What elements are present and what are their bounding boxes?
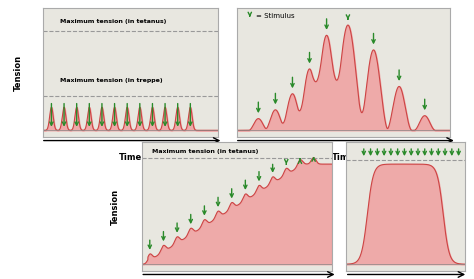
Text: Maximum tension (in tetanus): Maximum tension (in tetanus) (152, 149, 258, 154)
Text: Maximum tension (in tetanus): Maximum tension (in tetanus) (60, 19, 166, 24)
Text: Tension: Tension (14, 54, 23, 91)
Text: = Stimulus: = Stimulus (256, 13, 295, 19)
Text: Maximum tension (in treppe): Maximum tension (in treppe) (60, 78, 163, 83)
Text: Time: Time (332, 153, 356, 162)
Text: Tension: Tension (111, 188, 120, 225)
Text: Time: Time (118, 153, 142, 162)
